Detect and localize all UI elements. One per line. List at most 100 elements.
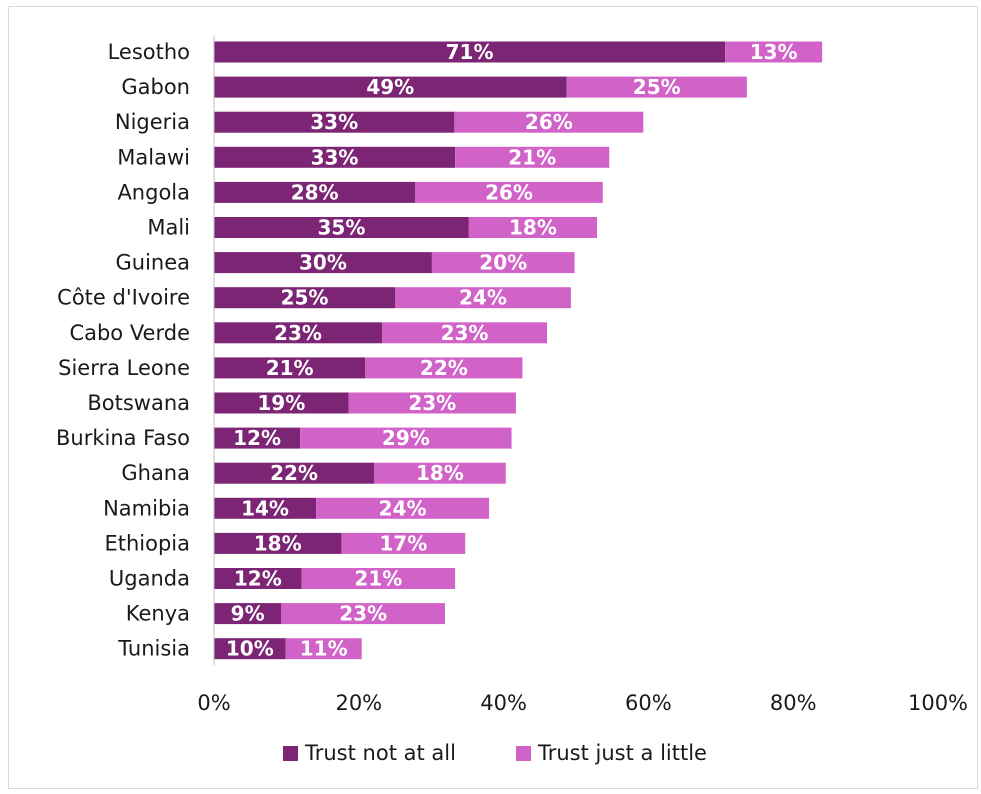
data-label: 33% — [311, 145, 359, 169]
data-label: 26% — [485, 180, 533, 204]
category-label: Botswana — [87, 391, 190, 415]
bar-segment-just-a-little — [281, 603, 445, 625]
data-label: 12% — [233, 426, 281, 450]
bar-segment-just-a-little — [341, 532, 466, 554]
data-label: 35% — [317, 216, 365, 240]
data-label: 23% — [339, 602, 387, 626]
bar-segment-not-at-all — [214, 392, 349, 414]
bar-segment-just-a-little — [300, 427, 512, 449]
category-label: Tunisia — [117, 637, 190, 661]
category-label: Ghana — [121, 461, 190, 485]
bar-segment-not-at-all — [214, 181, 416, 203]
data-label: 30% — [299, 251, 347, 275]
x-tick-label: 40% — [480, 691, 527, 715]
bar-segment-just-a-little — [285, 638, 362, 660]
bar-segment-just-a-little — [374, 462, 506, 484]
bar-segment-not-at-all — [214, 217, 469, 238]
data-label: 21% — [508, 145, 556, 169]
bar-segment-just-a-little — [725, 41, 823, 63]
data-label: 25% — [281, 286, 329, 310]
data-label: 24% — [459, 286, 507, 310]
bar-segment-not-at-all — [214, 357, 366, 379]
data-label: 22% — [270, 461, 318, 485]
data-label: 11% — [300, 637, 348, 661]
data-label: 28% — [291, 180, 339, 204]
bar-segment-not-at-all — [214, 111, 455, 133]
bar-segment-just-a-little — [468, 217, 597, 238]
data-label: 21% — [266, 356, 314, 380]
data-label: 21% — [354, 567, 402, 591]
data-label: 14% — [241, 496, 289, 520]
legend-label: Trust not at all — [304, 741, 456, 765]
category-label: Malawi — [117, 145, 190, 169]
category-label: Guinea — [115, 251, 190, 275]
data-label: 49% — [366, 75, 414, 99]
category-label: Cabo Verde — [69, 321, 190, 345]
category-label: Nigeria — [115, 110, 190, 134]
bar-segment-not-at-all — [214, 532, 342, 554]
bar-segment-just-a-little — [454, 111, 644, 133]
data-label: 18% — [416, 461, 464, 485]
data-label: 33% — [310, 110, 358, 134]
bar-segment-not-at-all — [214, 41, 726, 63]
legend-swatch — [283, 746, 298, 761]
bar-segment-not-at-all — [214, 287, 395, 309]
category-label: Côte d'Ivoire — [57, 286, 190, 310]
data-label: 18% — [254, 531, 302, 555]
bar-segment-just-a-little — [348, 392, 516, 414]
data-label: 13% — [750, 40, 798, 64]
data-label: 71% — [446, 40, 494, 64]
bar-segment-just-a-little — [395, 287, 571, 309]
category-label: Burkina Faso — [56, 426, 190, 450]
data-label: 23% — [441, 321, 489, 345]
data-label: 19% — [257, 391, 305, 415]
bar-segment-not-at-all — [214, 568, 302, 589]
x-tick-label: 60% — [625, 691, 672, 715]
data-label: 12% — [234, 567, 282, 591]
bar-segment-just-a-little — [415, 181, 603, 203]
category-label: Ethiopia — [104, 531, 190, 555]
data-label: 23% — [408, 391, 456, 415]
category-label: Kenya — [126, 602, 190, 626]
data-label: 25% — [633, 75, 681, 99]
bar-segment-not-at-all — [214, 462, 375, 484]
data-label: 24% — [379, 496, 427, 520]
bar-segment-not-at-all — [214, 322, 382, 344]
data-label: 18% — [509, 216, 557, 240]
data-label: 23% — [274, 321, 322, 345]
x-tick-label: 0% — [197, 691, 230, 715]
legend-swatch — [516, 746, 531, 761]
bar-segment-just-a-little — [431, 252, 575, 274]
category-label: Angola — [117, 180, 190, 204]
bar-segment-not-at-all — [214, 146, 456, 168]
data-label: 26% — [525, 110, 573, 134]
data-label: 17% — [379, 531, 427, 555]
bar-segment-just-a-little — [455, 146, 610, 168]
data-label: 9% — [231, 602, 265, 626]
bar-segment-not-at-all — [214, 252, 432, 274]
x-tick-label: 80% — [770, 691, 817, 715]
category-label: Lesotho — [108, 40, 190, 64]
legend-label: Trust just a little — [537, 741, 707, 765]
category-label: Namibia — [103, 496, 190, 520]
bar-segment-not-at-all — [214, 427, 301, 449]
category-label: Mali — [147, 216, 190, 240]
bar-segment-not-at-all — [214, 497, 317, 519]
data-label: 20% — [479, 251, 527, 275]
x-tick-label: 100% — [908, 691, 968, 715]
bar-segment-just-a-little — [365, 357, 523, 379]
bar-segment-not-at-all — [214, 638, 286, 660]
bar-segment-not-at-all — [214, 76, 567, 98]
bar-segment-just-a-little — [301, 568, 456, 589]
x-tick-label: 20% — [335, 691, 382, 715]
bar-segment-just-a-little — [566, 76, 747, 98]
data-label: 10% — [226, 637, 274, 661]
category-label: Sierra Leone — [58, 356, 190, 380]
data-label: 29% — [382, 426, 430, 450]
category-label: Gabon — [121, 75, 190, 99]
bar-segment-just-a-little — [381, 322, 548, 344]
bar-segment-just-a-little — [316, 497, 490, 519]
category-label: Uganda — [109, 567, 190, 591]
data-label: 22% — [420, 356, 468, 380]
